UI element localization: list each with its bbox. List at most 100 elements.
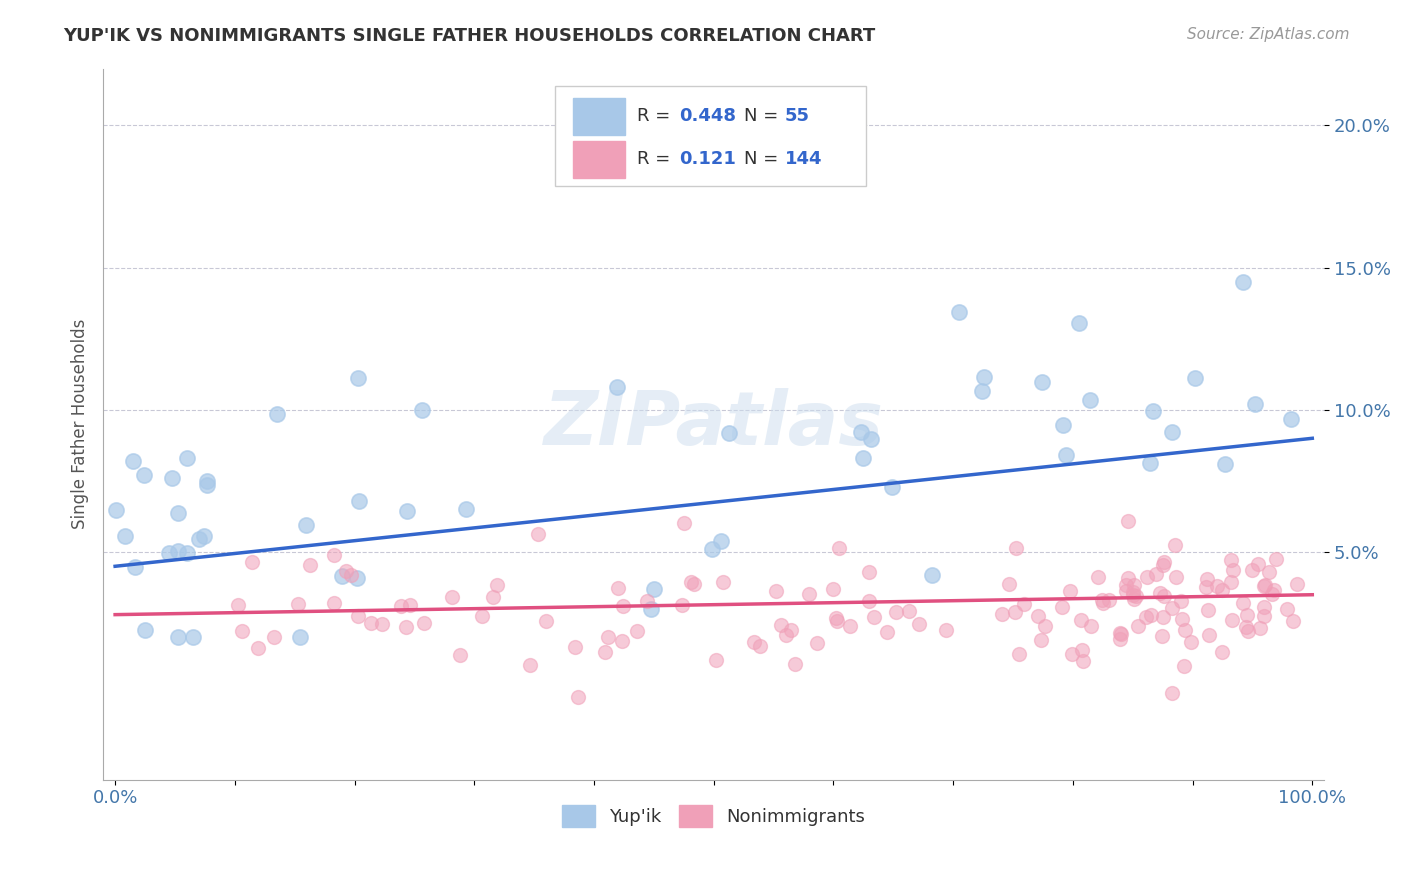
Point: [921, 567, 943, 582]
Point: [1240, 563, 1263, 577]
Point: [1220, 575, 1243, 590]
Point: [1174, 623, 1197, 637]
Point: [1222, 563, 1244, 577]
Point: [1197, 572, 1219, 586]
Point: [860, 432, 883, 446]
Point: [1126, 619, 1149, 633]
Point: [360, 615, 382, 630]
Point: [1253, 608, 1275, 623]
Point: [1070, 643, 1092, 657]
Point: [195, 478, 218, 492]
Point: [1116, 571, 1139, 585]
Text: 0.448: 0.448: [679, 107, 737, 125]
Point: [849, 425, 872, 440]
Text: R =: R =: [637, 150, 676, 169]
Point: [396, 504, 419, 518]
Point: [1125, 589, 1147, 603]
Point: [1080, 392, 1102, 407]
Point: [231, 624, 253, 638]
Point: [1144, 566, 1167, 581]
Point: [1054, 448, 1077, 462]
Text: 144: 144: [785, 150, 823, 169]
Point: [1109, 627, 1132, 641]
Point: [295, 518, 318, 533]
Point: [1161, 425, 1184, 440]
Point: [187, 532, 209, 546]
Point: [527, 527, 550, 541]
Point: [1153, 610, 1175, 624]
Point: [1092, 596, 1115, 610]
Point: [132, 467, 155, 482]
Point: [780, 624, 803, 638]
Text: Source: ZipAtlas.com: Source: ZipAtlas.com: [1187, 27, 1350, 42]
Point: [1237, 624, 1260, 638]
Text: N =: N =: [744, 150, 785, 169]
Point: [1275, 602, 1298, 616]
Legend: Yup'ik, Nonimmigrants: Yup'ik, Nonimmigrants: [555, 798, 873, 835]
Point: [1031, 375, 1053, 389]
Point: [1152, 558, 1174, 573]
Point: [858, 593, 880, 607]
Point: [1116, 514, 1139, 528]
Point: [1166, 570, 1188, 584]
Point: [181, 631, 204, 645]
Point: [1087, 569, 1109, 583]
Point: [166, 631, 188, 645]
Point: [700, 541, 723, 556]
Point: [1180, 635, 1202, 649]
Point: [897, 604, 920, 618]
Point: [1211, 582, 1233, 597]
Point: [176, 546, 198, 560]
Point: [1261, 586, 1284, 600]
Point: [1122, 584, 1144, 599]
Point: [298, 558, 321, 572]
Point: [718, 426, 741, 441]
Point: [775, 627, 797, 641]
Point: [1219, 553, 1241, 567]
Point: [1232, 596, 1254, 610]
Point: [1211, 645, 1233, 659]
Point: [389, 599, 412, 613]
FancyBboxPatch shape: [574, 98, 624, 135]
Point: [991, 607, 1014, 621]
Point: [640, 602, 662, 616]
Point: [858, 565, 880, 579]
Point: [1004, 605, 1026, 619]
Point: [486, 578, 509, 592]
Point: [770, 617, 793, 632]
Point: [1171, 612, 1194, 626]
Point: [1160, 600, 1182, 615]
Point: [704, 653, 727, 667]
Point: [166, 544, 188, 558]
Point: [323, 596, 346, 610]
Point: [1139, 456, 1161, 470]
Text: R =: R =: [637, 107, 676, 125]
Point: [167, 506, 190, 520]
Point: [228, 598, 250, 612]
Point: [1160, 686, 1182, 700]
Point: [335, 564, 357, 578]
Point: [114, 528, 136, 542]
Point: [839, 619, 862, 633]
Point: [1080, 619, 1102, 633]
Point: [1008, 647, 1031, 661]
Point: [266, 408, 288, 422]
Point: [1254, 578, 1277, 592]
Point: [519, 657, 541, 672]
Point: [1163, 538, 1185, 552]
Point: [290, 631, 312, 645]
Point: [1153, 589, 1175, 603]
Point: [1052, 599, 1074, 614]
Point: [828, 541, 851, 555]
Point: [1150, 629, 1173, 643]
Point: [197, 475, 219, 489]
Point: [876, 624, 898, 639]
Point: [806, 636, 828, 650]
Point: [398, 598, 420, 612]
Point: [1249, 621, 1271, 635]
Point: [134, 623, 156, 637]
Point: [610, 633, 633, 648]
Point: [1142, 404, 1164, 418]
Point: [287, 597, 309, 611]
Point: [1012, 598, 1035, 612]
